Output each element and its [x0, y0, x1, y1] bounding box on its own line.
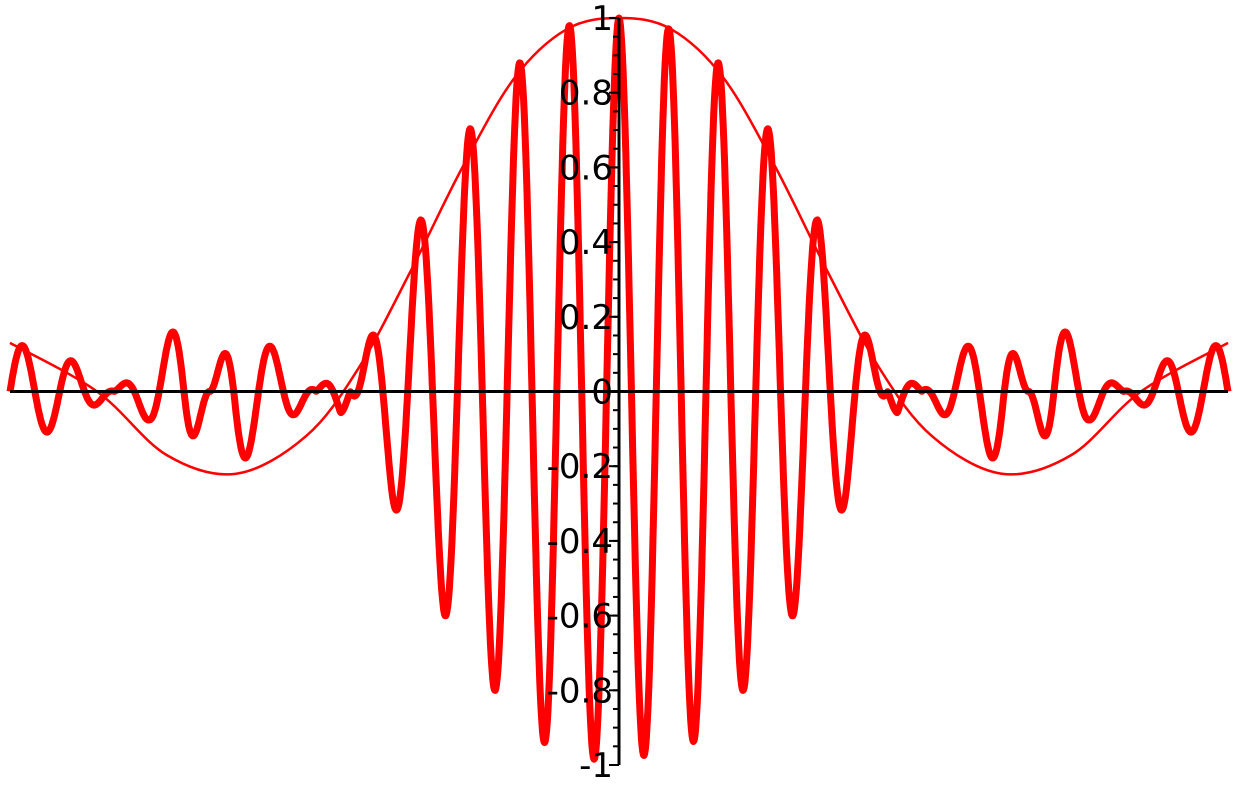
y-tick-label: 0.6 [559, 148, 613, 188]
y-tick-label: -1 [579, 746, 613, 785]
y-tick-label: 0.8 [559, 74, 613, 114]
axes [10, 17, 1228, 766]
y-tick-label: 0.2 [559, 298, 613, 338]
y-tick-label: -0.4 [547, 522, 613, 562]
y-tick-label: -0.8 [547, 671, 613, 711]
y-tick-label: 0.4 [559, 223, 613, 263]
y-tick-labels: 1 0.8 0.6 0.4 0.2 0 -0.2 -0.4 -0.6 -0.8 -1 [547, 0, 613, 785]
y-tick-label: 0 [591, 373, 613, 413]
y-tick-label: 1 [591, 0, 613, 39]
y-tick-label: -0.2 [547, 447, 613, 487]
y-tick-label: -0.6 [547, 597, 613, 637]
